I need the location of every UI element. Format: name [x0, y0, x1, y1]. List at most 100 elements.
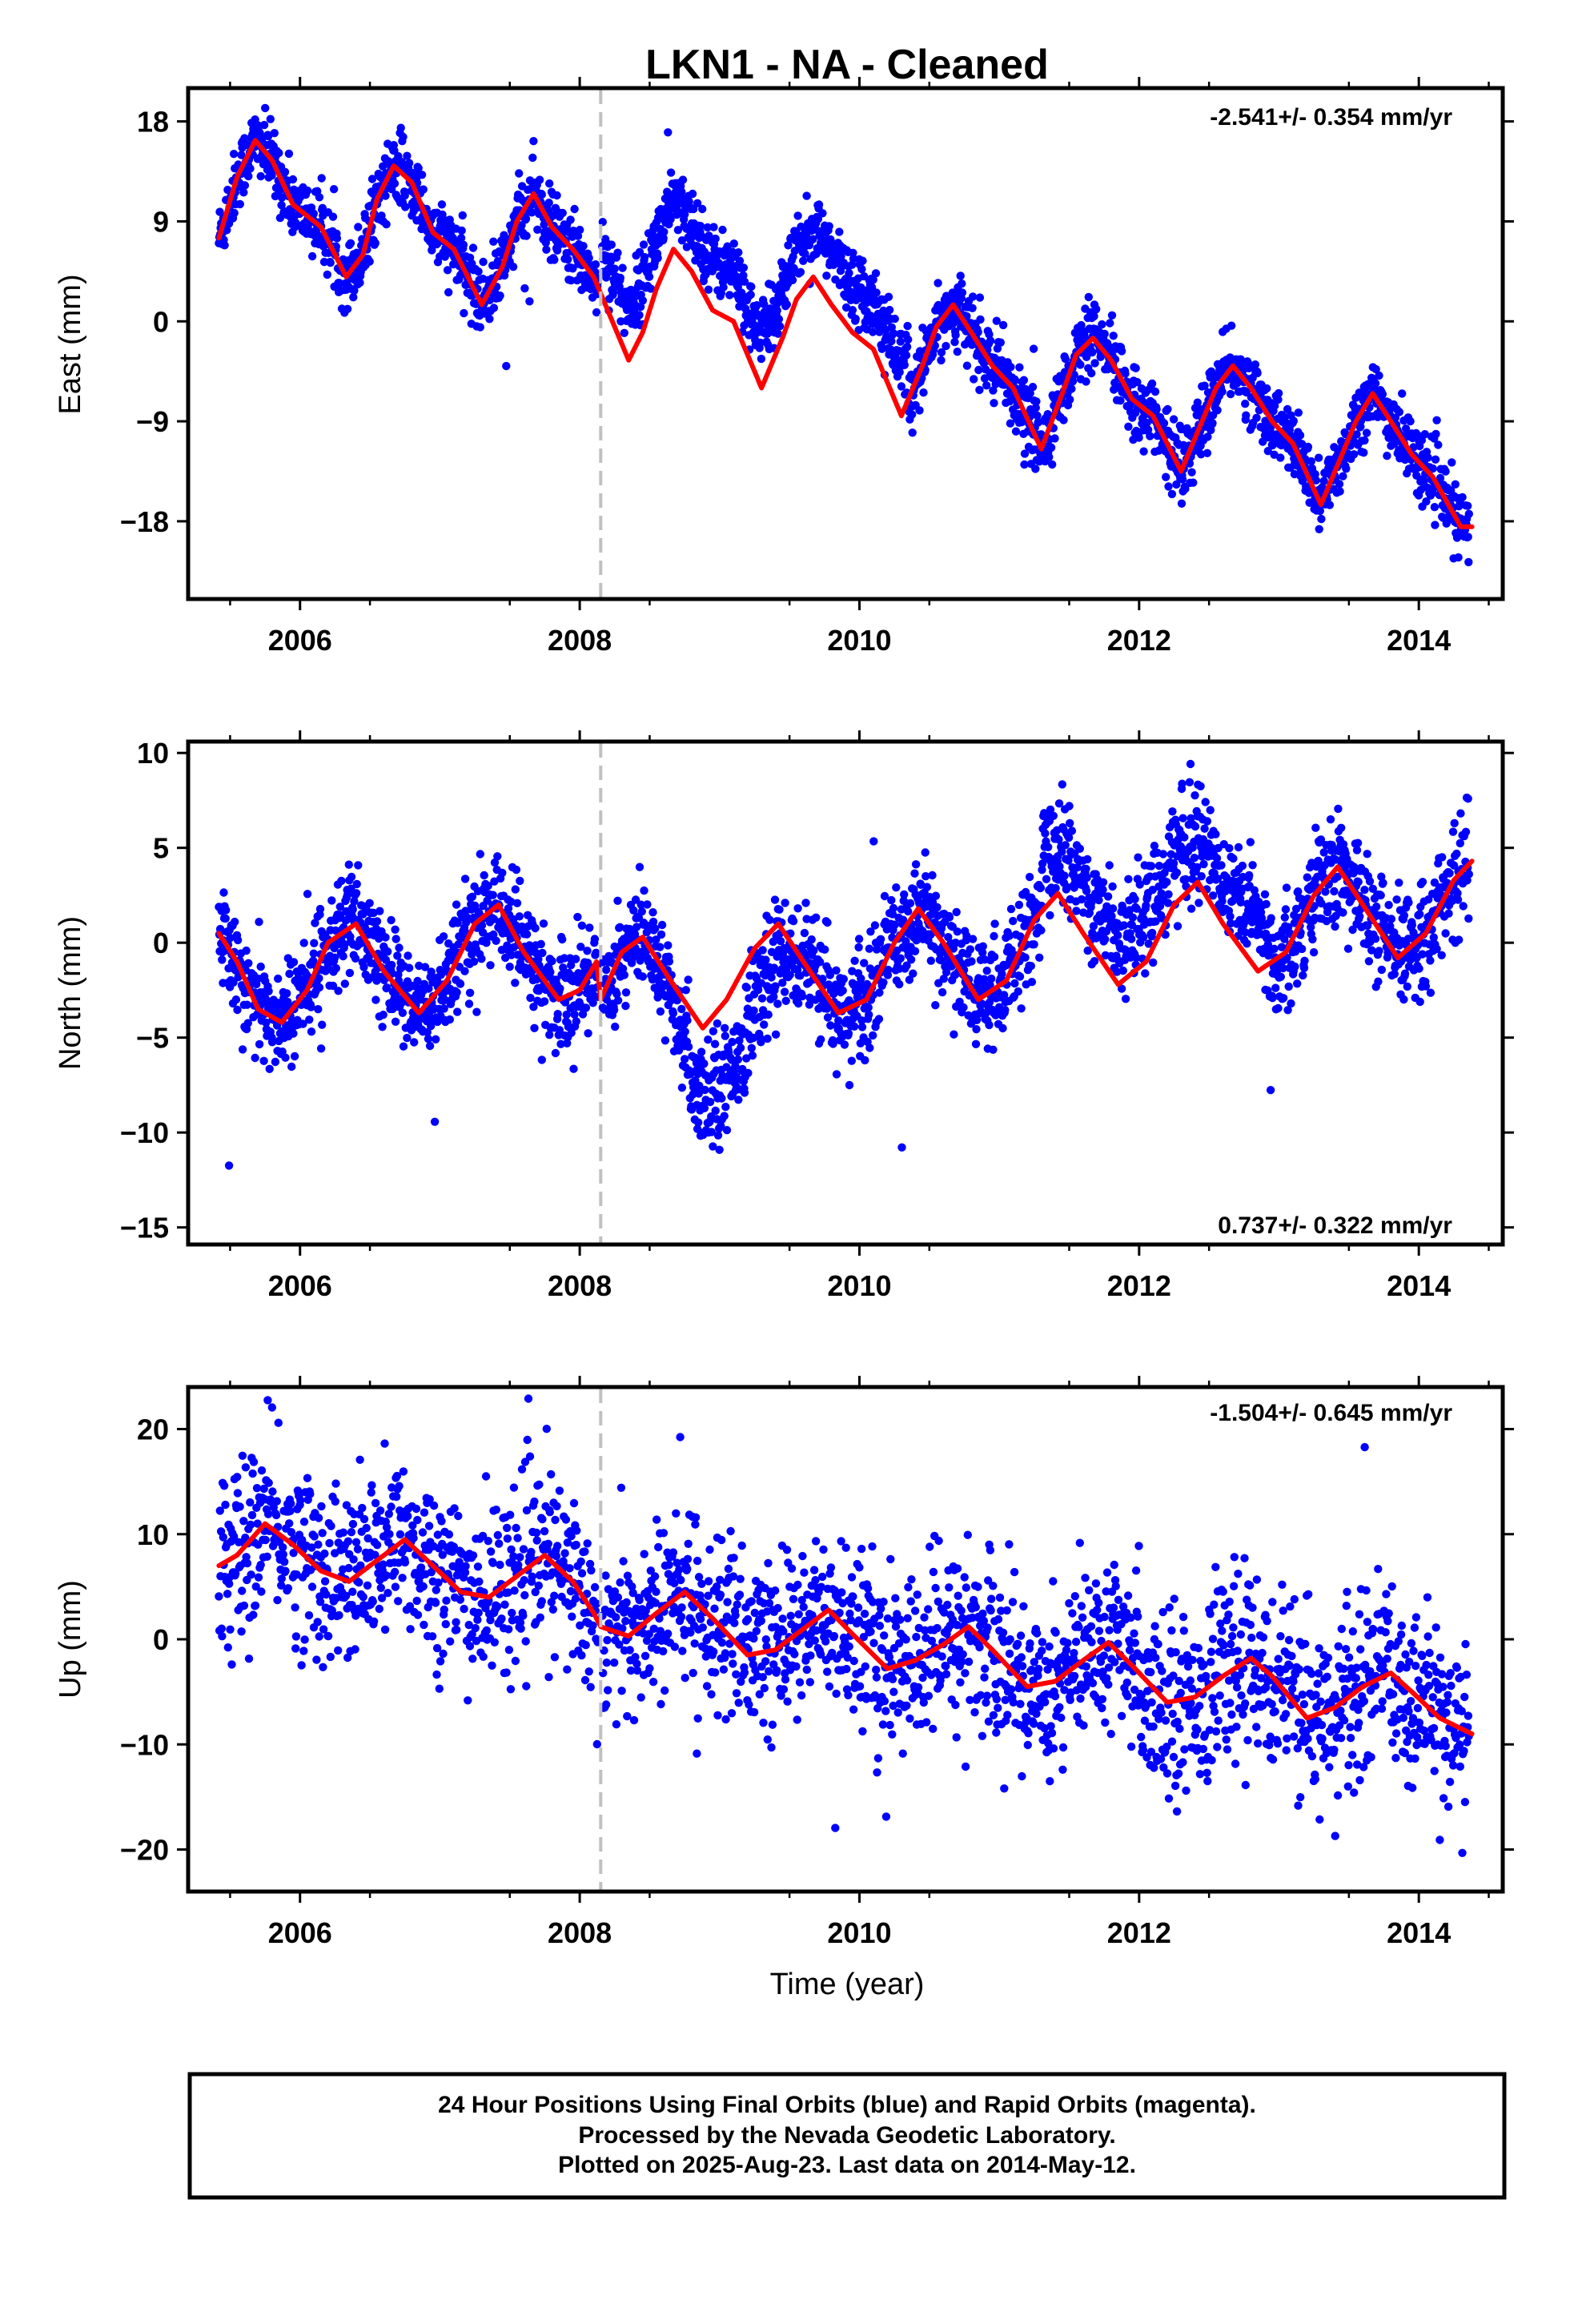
north-data-point [972, 1025, 981, 1034]
east-data-point [610, 264, 619, 273]
north-data-point [661, 1036, 670, 1045]
east-data-point [1303, 442, 1313, 452]
north-data-point [486, 961, 495, 970]
east-data-point [1359, 448, 1368, 457]
north-data-point [761, 955, 770, 964]
east-data-point [1106, 319, 1114, 328]
east-data-point [968, 292, 978, 301]
east-data-point [579, 242, 588, 251]
east-data-point [328, 212, 338, 221]
east-data-point [1189, 478, 1198, 487]
north-data-point [840, 1040, 849, 1049]
east-data-point [934, 279, 942, 287]
east-data-point [958, 279, 966, 288]
north-data-point [854, 935, 864, 943]
east-data-point [746, 290, 755, 300]
north-data-point [656, 1007, 665, 1016]
east-data-point [315, 193, 324, 202]
east-data-point [584, 254, 593, 263]
north-data-point [399, 1042, 408, 1051]
chart-title: LKN1 - NA - Cleaned [645, 42, 1049, 88]
east-data-point [1454, 553, 1463, 562]
north-data-point [537, 1055, 546, 1064]
north-data-point [722, 1126, 732, 1135]
east-x-tick-label: 2012 [1107, 624, 1171, 657]
east-data-point [942, 341, 950, 351]
east-data-point [1109, 332, 1118, 340]
north-data-point [665, 957, 674, 966]
east-data-point [711, 234, 720, 243]
east-data-point [270, 129, 279, 138]
east-data-point [901, 351, 911, 360]
north-data-point [602, 965, 611, 975]
north-data-point [953, 927, 962, 936]
east-data-point [1066, 395, 1074, 404]
east-data-point [437, 200, 447, 209]
east-data-point [508, 263, 518, 271]
east-data-point [558, 208, 567, 218]
east-data-point [417, 171, 427, 179]
north-data-point [780, 987, 789, 996]
north-data-point [460, 875, 470, 883]
north-data-point [721, 1103, 730, 1112]
east-data-point [1187, 468, 1196, 476]
east-data-point [443, 266, 452, 275]
east-data-point [975, 385, 984, 395]
east-data-point [1088, 348, 1097, 357]
east-data-point [452, 239, 461, 248]
east-data-point [288, 175, 298, 184]
east-data-point [476, 323, 484, 332]
north-data-point [303, 890, 312, 899]
north-data-point [539, 919, 548, 928]
east-data-point [1441, 467, 1450, 476]
north-data-point [511, 885, 520, 894]
north-data-point [1027, 978, 1037, 987]
east-data-point [996, 338, 1006, 347]
north-data-point [717, 1094, 726, 1103]
east-data-point [793, 211, 802, 220]
east-data-point [396, 123, 405, 132]
north-data-point [347, 872, 356, 882]
north-data-point [1108, 904, 1118, 913]
east-data-point [1045, 452, 1054, 461]
east-data-point [502, 361, 511, 371]
north-data-point [224, 1161, 234, 1170]
north-data-point [710, 1039, 720, 1048]
east-data-point [566, 215, 575, 224]
east-data-point [1163, 404, 1172, 414]
east-data-point [644, 272, 654, 281]
north-data-point [569, 1064, 578, 1073]
north-data-point [290, 1051, 299, 1061]
east-data-point [223, 185, 232, 195]
east-data-point [709, 223, 718, 231]
east-data-point [382, 219, 391, 229]
east-data-point [1167, 489, 1177, 499]
north-data-point [511, 979, 520, 987]
north-data-point [770, 895, 780, 904]
east-data-point [871, 269, 881, 278]
east-data-point [1464, 501, 1472, 510]
east-data-point [1325, 501, 1335, 509]
east-data-point [1087, 368, 1096, 378]
east-data-point [459, 240, 468, 249]
north-data-point [590, 935, 600, 943]
north-data-point [512, 865, 521, 875]
east-data-point [1139, 447, 1148, 456]
north-data-point [713, 1019, 722, 1028]
east-data-point [1360, 436, 1369, 445]
east-data-point [545, 179, 554, 188]
north-data-point [405, 963, 414, 972]
north-data-point [516, 876, 524, 886]
east-data-point [635, 311, 644, 320]
north-data-point [1077, 895, 1086, 904]
north-data-point [556, 984, 564, 993]
east-data-point [1375, 371, 1383, 380]
east-data-point [953, 348, 962, 356]
north-data-point [839, 975, 849, 983]
north-data-point [849, 1022, 859, 1031]
east-data-point [1050, 434, 1059, 443]
north-data-point [307, 1027, 316, 1036]
north-data-point [771, 1030, 781, 1039]
east-data-point [326, 258, 335, 267]
east-data-point [919, 388, 928, 397]
